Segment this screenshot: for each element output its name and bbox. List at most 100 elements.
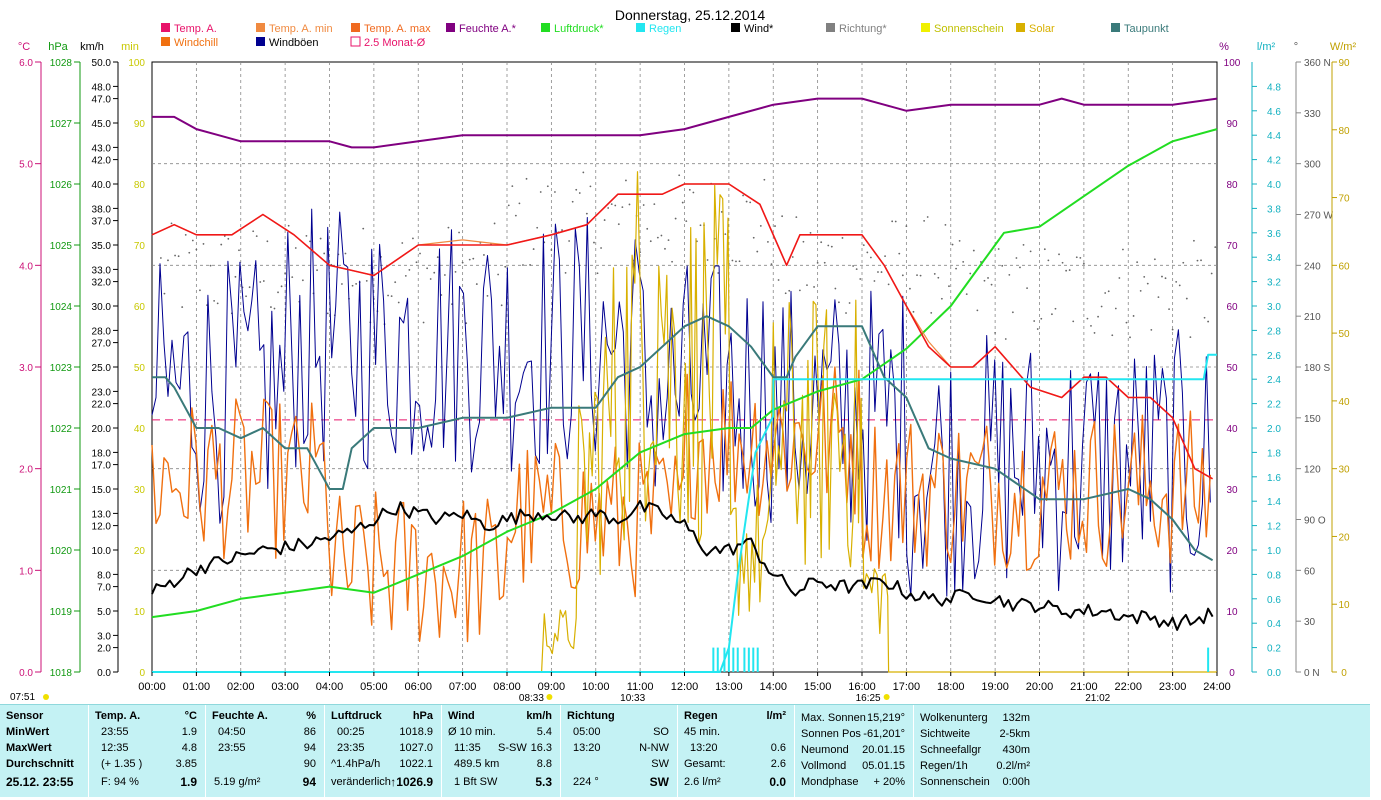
axis-tick-label: 180 S	[1304, 363, 1330, 374]
stats-misc-label: Schneefallgr	[920, 744, 982, 756]
direction-dot	[873, 280, 876, 282]
axis-tick-label: 1025	[50, 241, 73, 252]
direction-dot	[529, 264, 531, 266]
legend-swatch	[350, 36, 361, 47]
chart-title: Donnerstag, 25.12.2014	[615, 7, 765, 23]
direction-dot	[1047, 259, 1050, 262]
axis-tick-label: 47.0	[92, 95, 112, 106]
direction-dot	[1182, 261, 1185, 264]
direction-dot	[571, 200, 574, 203]
axis-tick-label: 12.0	[92, 522, 112, 533]
axis-tick-label: 90 O	[1304, 516, 1326, 527]
direction-dot	[767, 241, 769, 243]
x-tick-label: 13:00	[715, 681, 743, 693]
direction-dot	[589, 185, 592, 188]
axis-tick-label: 30	[134, 485, 146, 496]
direction-dot	[351, 284, 354, 287]
x-tick-label: 11:00	[627, 681, 654, 693]
x-tick-label: 15:00	[804, 681, 832, 693]
direction-dot	[245, 295, 247, 298]
axis-tick-label: 30.0	[92, 302, 112, 313]
direction-dot	[901, 274, 904, 277]
direction-dot	[227, 237, 230, 240]
stats-misc-column: Wolkenunterg 132m Sichtweite 2-5km Schneef…	[914, 705, 1038, 797]
direction-dot	[820, 241, 823, 244]
direction-dot	[852, 265, 855, 267]
axis-tick-label: 8.0	[97, 570, 111, 581]
axis-tick-label: 20	[1226, 546, 1238, 557]
axis-tick-label: 48.0	[92, 82, 112, 93]
axis-tick-label: 10	[1226, 607, 1238, 618]
axis-tick-label: 2.6	[1267, 351, 1281, 362]
legend-label: Temp. A.	[174, 23, 217, 35]
direction-dot	[667, 239, 670, 242]
stats-misc-value: 132m	[1002, 712, 1030, 724]
sunset-label: 16:25	[856, 693, 881, 704]
direction-dot	[806, 284, 808, 287]
direction-dot	[916, 274, 918, 277]
axis-tick-label: 300	[1304, 160, 1321, 171]
direction-dot	[486, 294, 489, 297]
axis-tick-label: 0.4	[1267, 619, 1281, 630]
stats-luftdruck-unit: hPa	[412, 710, 433, 722]
x-tick-label: 01:00	[183, 681, 211, 693]
direction-dot	[731, 259, 734, 262]
axis-tick-label: 1019	[50, 607, 73, 618]
stats-regen-unit: l/m²	[766, 710, 786, 722]
direction-dot	[1189, 336, 1192, 339]
axis-tick-label: 80	[1338, 126, 1350, 137]
stats-richtung-time: 13:20	[573, 742, 601, 754]
axis-tick-label: 15.0	[92, 485, 112, 496]
axis-tick-label: 1024	[50, 302, 73, 313]
legend-label: Windchill	[174, 37, 218, 49]
direction-dot	[1153, 258, 1156, 261]
direction-dot	[522, 264, 524, 266]
legend-swatch	[256, 37, 265, 46]
direction-dot	[990, 283, 993, 286]
direction-dot	[681, 201, 684, 204]
axis-tick-label: 2.0	[1267, 424, 1281, 435]
noon-label: 10:33	[620, 693, 645, 704]
axis-unit-label: hPa	[48, 41, 68, 53]
legend-swatch	[161, 23, 170, 32]
direction-dot	[539, 191, 542, 193]
direction-dot	[930, 312, 933, 314]
axis-tick-label: 3.4	[1267, 253, 1281, 264]
direction-dot	[848, 302, 851, 304]
direction-dot	[1051, 313, 1053, 316]
axis-tick-label: 22.0	[92, 400, 112, 411]
direction-dot	[1171, 328, 1174, 331]
axis-tick-label: 25.0	[92, 363, 112, 374]
direction-dot	[1185, 297, 1188, 300]
stats-feuchte-unit: %	[306, 710, 316, 722]
direction-dot	[546, 185, 549, 188]
chart-axes: °C hPa km/h min% l/m² ° W/m² 0.0 1.0 2.0 3.0 4.0 5.0…	[18, 41, 1357, 679]
direction-dot	[777, 279, 780, 281]
direction-dot	[341, 283, 343, 285]
direction-dot	[1111, 334, 1114, 337]
axis-tick-label: 1023	[50, 363, 73, 374]
stats-wind-time: 11:35	[454, 742, 481, 754]
direction-dot	[969, 272, 972, 275]
x-axis: 00:00 01:00 02:00 03:00 04:00 05:00 06:00 07:00…	[10, 672, 1231, 704]
direction-dot	[1164, 277, 1167, 280]
direction-dot	[724, 233, 727, 236]
axis-tick-label: 150	[1304, 414, 1321, 425]
direction-dot	[997, 248, 1000, 250]
legend-label: Taupunkt	[1124, 23, 1169, 35]
axis-tick-label: 100	[1224, 58, 1241, 69]
stats-luftdruck-value: ↑1026.9	[390, 775, 433, 790]
direction-dot	[923, 219, 926, 222]
axis-tick-label: 0.0	[19, 668, 33, 679]
direction-dot	[465, 322, 468, 325]
direction-dot	[1026, 287, 1028, 290]
stats-temp-time: F: 94 %	[101, 776, 139, 788]
direction-dot	[656, 236, 659, 239]
series-temperature	[151, 183, 1213, 480]
axis-unit-label: km/h	[80, 41, 104, 53]
direction-dot	[412, 237, 414, 240]
direction-dot	[649, 240, 652, 243]
legend-swatch	[731, 23, 740, 32]
x-tick-label: 18:00	[937, 681, 965, 693]
axis-tick-label: 240	[1304, 261, 1321, 272]
